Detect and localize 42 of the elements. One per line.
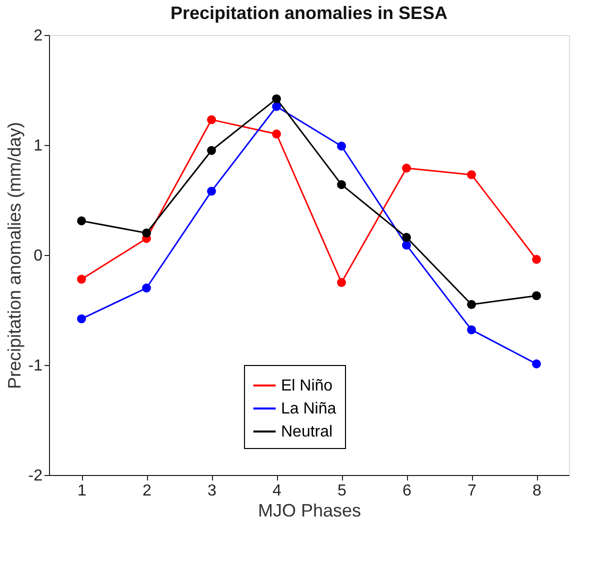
x-tick-label: 3	[208, 482, 217, 500]
point	[207, 186, 216, 196]
x-tick-label: 8	[532, 482, 542, 500]
x-tick-label: 5	[338, 482, 347, 500]
legend-label: La Niña	[281, 400, 336, 418]
legend-label: El Niño	[281, 378, 333, 394]
y-tick-label: -2	[28, 468, 43, 484]
point	[272, 130, 281, 138]
point	[532, 254, 541, 264]
point	[142, 284, 151, 292]
point	[272, 94, 281, 104]
x-tick-label: 4	[272, 482, 282, 500]
point	[402, 232, 411, 242]
point	[467, 300, 476, 309]
x-tick-label: 1	[78, 482, 87, 500]
x-tick-label: 7	[468, 482, 477, 500]
chart-title: Precipitation anomalies in SESA	[170, 3, 448, 23]
point	[402, 164, 411, 173]
y-tick-label: 2	[34, 28, 43, 44]
y-axis-title: Precipitation anomalies (mm/day)	[4, 122, 24, 390]
point	[77, 274, 86, 284]
point	[207, 115, 216, 124]
point	[77, 314, 86, 324]
point	[402, 240, 411, 250]
point	[467, 325, 476, 334]
point	[207, 146, 216, 155]
y-tick-label: 1	[34, 138, 43, 154]
point	[337, 142, 346, 151]
point	[467, 170, 476, 180]
x-tick-label: 6	[402, 482, 412, 500]
point	[272, 102, 281, 111]
point	[532, 291, 541, 300]
point	[142, 228, 151, 238]
x-tick-label: 2	[142, 482, 152, 500]
point	[77, 216, 86, 226]
legend-label: Neutral	[281, 424, 333, 440]
y-tick-label: 0	[34, 248, 43, 264]
point	[337, 278, 346, 287]
x-axis-title: MJO Phases	[258, 500, 362, 520]
point	[337, 180, 346, 190]
y-tick-label: -1	[28, 358, 43, 374]
point	[532, 359, 541, 368]
